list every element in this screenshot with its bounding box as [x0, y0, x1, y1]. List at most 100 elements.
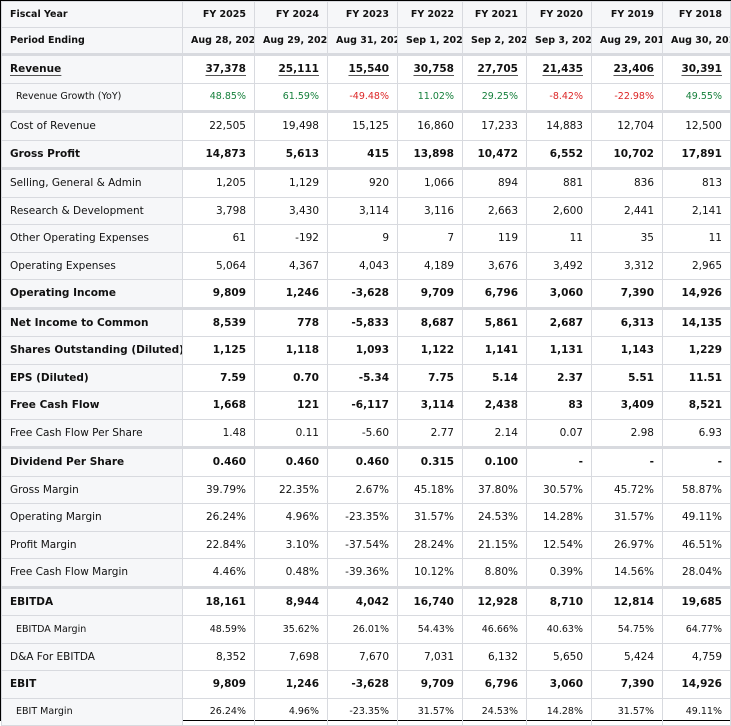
table-row-ebitda-margin: EBITDA Margin 48.59% 35.62% 26.01% 54.43% 46.…	[1, 615, 731, 644]
row-label-text: Net Income to Common	[10, 316, 149, 329]
table-cell: 46.66%	[462, 615, 527, 644]
table-cell: 4.96%	[254, 503, 328, 532]
table-cell: 3,114	[327, 196, 398, 225]
row-label: Research & Development	[1, 196, 183, 225]
table-cell: -	[526, 446, 592, 477]
table-cell: 54.43%	[397, 615, 463, 644]
table-cell: -3,628	[327, 279, 398, 309]
table-cell: 4,042	[327, 585, 398, 616]
table-cell: 4,367	[254, 251, 328, 280]
table-cell: 13,898	[397, 139, 463, 169]
table-cell: 9,809	[182, 670, 255, 699]
row-label: Free Cash Flow	[1, 391, 183, 420]
table-cell: 28.04%	[662, 558, 731, 588]
row-label-text: Free Cash Flow	[10, 399, 100, 412]
table-cell: 49.11%	[662, 697, 731, 726]
table-cell: 5.14	[462, 363, 527, 392]
table-cell: 0.39%	[526, 558, 592, 588]
row-label: Revenue Growth (YoY)	[1, 82, 183, 112]
table-cell: -37.54%	[327, 530, 398, 559]
table-cell: 1,205	[182, 167, 255, 198]
table-cell: 48.85%	[182, 82, 255, 112]
table-cell: 7.59	[182, 363, 255, 392]
fiscal-year-header: FY 2020	[526, 1, 592, 28]
table-cell: 61	[182, 224, 255, 253]
table-cell: 31.57%	[397, 503, 463, 532]
table-cell: 19,685	[662, 585, 731, 616]
table-cell: 6,796	[462, 279, 527, 309]
period-ending-header: Aug 30, 2018	[662, 27, 731, 56]
table-cell: 1,093	[327, 336, 398, 365]
table-cell: -8.42%	[526, 82, 592, 112]
table-cell: 48.59%	[182, 615, 255, 644]
row-label-text: Operating Income	[10, 287, 116, 300]
table-cell: 836	[591, 167, 663, 198]
row-label: Selling, General & Admin	[1, 167, 183, 198]
table-cell: 2,687	[526, 306, 592, 337]
row-label: Gross Profit	[1, 139, 183, 169]
table-cell: 16,860	[397, 110, 463, 141]
table-cell: 7,390	[591, 670, 663, 699]
table-cell: -	[591, 446, 663, 477]
row-label-text: Dividend Per Share	[10, 456, 125, 469]
table-cell: 7,031	[397, 642, 463, 671]
table-cell: 7	[397, 224, 463, 253]
table-cell: 2.67%	[327, 475, 398, 504]
table-cell: -5.34	[327, 363, 398, 392]
table-cell: 22.84%	[182, 530, 255, 559]
row-label-text: EPS (Diluted)	[10, 371, 89, 384]
table-cell: 14,926	[662, 670, 731, 699]
table-cell: 26.24%	[182, 503, 255, 532]
fiscal-year-header: FY 2025	[182, 1, 255, 28]
table-cell: 813	[662, 167, 731, 198]
table-cell: 0.460	[182, 446, 255, 477]
table-cell: 5.51	[591, 363, 663, 392]
row-label-text: EBIT	[10, 678, 37, 691]
row-label: Operating Expenses	[1, 251, 183, 280]
table-cell: 4,043	[327, 251, 398, 280]
table-cell: 49.55%	[662, 82, 731, 112]
table-cell: 121	[254, 391, 328, 420]
row-label: EBIT Margin	[1, 697, 183, 726]
period-ending-header-row: Period Ending Aug 28, 2025Aug 29, 2024Au…	[1, 27, 731, 56]
table-cell: 14,135	[662, 306, 731, 337]
table-cell: 0.315	[397, 446, 463, 477]
table-cell: -49.48%	[327, 82, 398, 112]
fiscal-year-header: FY 2021	[462, 1, 527, 28]
row-label: Free Cash Flow Margin	[1, 558, 183, 588]
table-cell: 11.51	[662, 363, 731, 392]
table-cell: 10,702	[591, 139, 663, 169]
table-cell: 21,435	[526, 54, 592, 84]
row-label-text: Operating Expenses	[10, 259, 116, 272]
table-cell: 31.57%	[591, 503, 663, 532]
table-cell: 14.28%	[526, 697, 592, 726]
table-cell: 9,709	[397, 279, 463, 309]
table-cell: 3,430	[254, 196, 328, 225]
table-cell: 2,438	[462, 391, 527, 420]
row-label: Free Cash Flow Per Share	[1, 418, 183, 448]
table-cell: 8,687	[397, 306, 463, 337]
table-cell: 35	[591, 224, 663, 253]
table-cell: 5,064	[182, 251, 255, 280]
table-cell: 28.24%	[397, 530, 463, 559]
row-label: Dividend Per Share	[1, 446, 183, 477]
revenue-link[interactable]: Revenue	[10, 63, 62, 76]
table-cell: 8,352	[182, 642, 255, 671]
table-cell: 21.15%	[462, 530, 527, 559]
table-cell: 24.53%	[462, 503, 527, 532]
table-row-gross-profit: Gross Profit 14,873 5,613 415 13,898 10,472 6,…	[1, 139, 731, 169]
table-cell: 0.70	[254, 363, 328, 392]
table-cell: 2.98	[591, 418, 663, 448]
table-cell: 45.72%	[591, 475, 663, 504]
table-cell: 14.28%	[526, 503, 592, 532]
table-cell: 5,424	[591, 642, 663, 671]
row-label-text: EBITDA Margin	[16, 623, 87, 635]
table-cell: 3,492	[526, 251, 592, 280]
table-cell: 4.46%	[182, 558, 255, 588]
table-cell: 1,229	[662, 336, 731, 365]
row-label: EBIT	[1, 670, 183, 699]
table-cell: 2,141	[662, 196, 731, 225]
table-cell: 83	[526, 391, 592, 420]
